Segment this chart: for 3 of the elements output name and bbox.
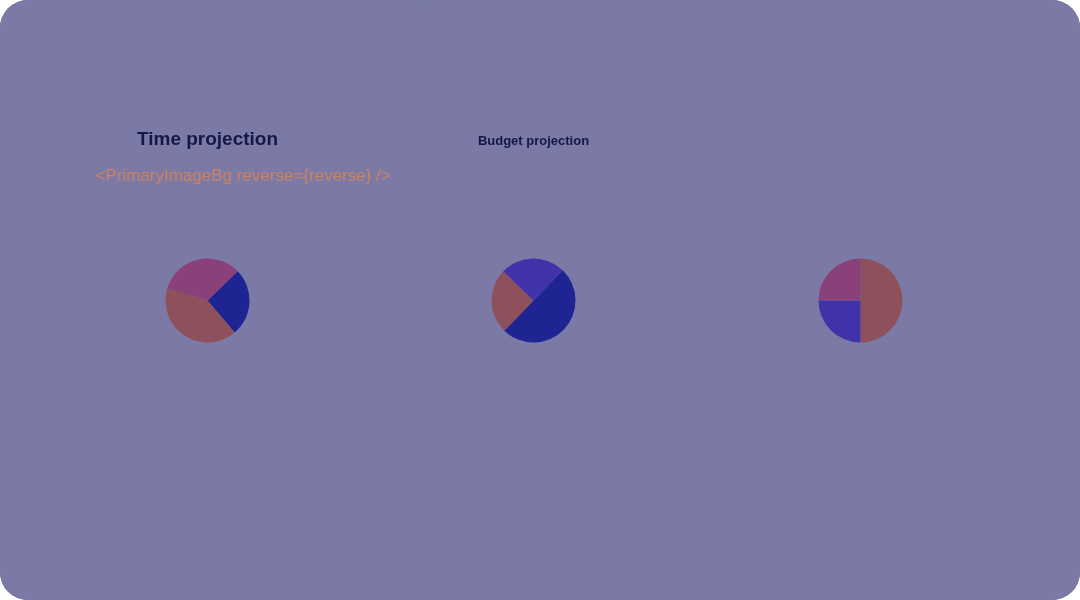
chart-title: Budget projection [477, 133, 590, 148]
chart-title: Time projection [136, 128, 279, 149]
text: <PrimaryImageBg reverse={reverse} /> [95, 166, 391, 185]
